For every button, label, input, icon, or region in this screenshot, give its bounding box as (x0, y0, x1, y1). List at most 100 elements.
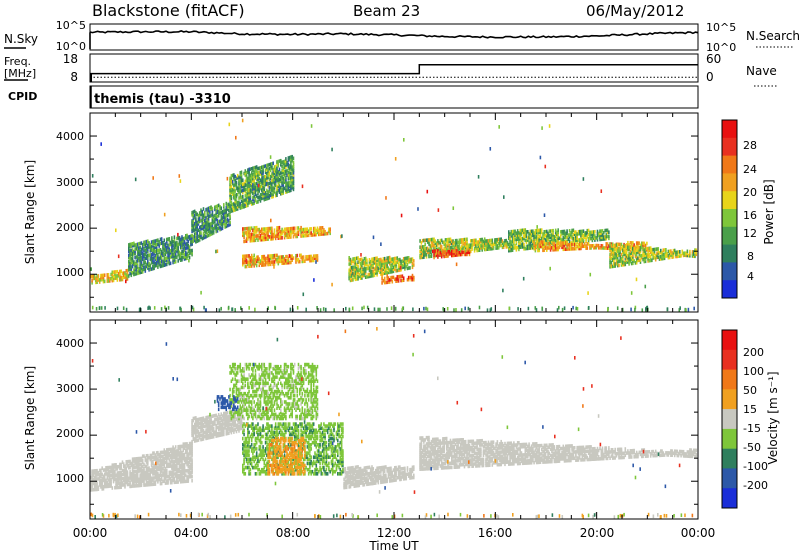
scatter-cell (486, 245, 489, 249)
scatter-cell (190, 238, 192, 243)
scatter-cell (240, 205, 243, 210)
scatter-cell (250, 183, 253, 188)
scatter-cell (276, 162, 278, 166)
scatter-cell (164, 242, 167, 246)
scatter-cell (287, 187, 290, 191)
scatter-cell (254, 307, 256, 312)
scatter-cell (328, 227, 330, 232)
scatter-cell (187, 464, 190, 469)
scatter-cell (193, 228, 196, 232)
scatter-cell (597, 233, 600, 238)
scatter-cell (454, 249, 457, 253)
scatter-cell (191, 235, 193, 240)
scatter-cell (191, 468, 193, 473)
scatter-cell (166, 458, 168, 462)
scatter-cell (385, 262, 387, 267)
scatter-cell (302, 257, 305, 261)
scatter-cell (210, 224, 212, 228)
scatter-cell (174, 472, 177, 476)
scatter-cell (318, 230, 320, 235)
scatter-cell (387, 280, 390, 284)
scatter-cell (112, 463, 115, 467)
scatter-cell (159, 465, 162, 469)
scatter-cell (639, 247, 642, 252)
scatter-cell (679, 250, 681, 254)
scatter-cell (578, 242, 581, 247)
scatter-cell (160, 257, 163, 262)
scatter-cell (376, 266, 378, 271)
scatter-cell (264, 260, 267, 265)
scatter-cell (387, 268, 390, 273)
scatter-cell (220, 223, 223, 227)
scatter-cell (278, 255, 281, 260)
scatter-cell (625, 250, 628, 254)
scatter-cell (255, 263, 258, 268)
scatter-cell (278, 190, 281, 194)
scatter-cell (271, 182, 273, 187)
scatter-cell (290, 157, 292, 161)
scatter-cell (315, 232, 318, 237)
scatter-cell (271, 254, 273, 258)
scatter-cell (133, 471, 135, 476)
scatter-cell (274, 179, 277, 183)
scatter-cell (287, 164, 290, 169)
scatter-cell (160, 237, 163, 241)
scatter-cell (236, 188, 239, 192)
scatter-cell (274, 181, 277, 185)
scatter-cell (186, 246, 188, 250)
scatter-cell (410, 277, 413, 282)
scatter-cell (168, 462, 171, 466)
scatter-cell (257, 255, 259, 259)
scatter-cell (473, 238, 476, 243)
scatter-cell (166, 250, 168, 254)
scatter-cell (226, 176, 229, 181)
scatter-cell (371, 272, 373, 276)
scatter-cell (145, 476, 148, 481)
scatter-cell (255, 177, 258, 182)
scatter-cell (182, 236, 185, 241)
scatter-cell (534, 233, 537, 237)
scatter-cell (396, 260, 399, 264)
scatter-cell (162, 456, 164, 461)
scatter-cell (154, 453, 157, 457)
scatter-cell (271, 232, 273, 237)
scatter-cell (247, 262, 249, 267)
scatter-cell (613, 262, 615, 266)
scatter-cell (561, 243, 563, 247)
scatter-cell (144, 250, 147, 255)
scatter-cell (116, 479, 119, 484)
scatter-cell (153, 241, 155, 246)
scatter-cell (619, 257, 622, 261)
scatter-cell (147, 266, 149, 270)
scatter-cell (159, 262, 162, 267)
scatter-cell (98, 474, 101, 479)
scatter-cell (656, 255, 658, 260)
scatter-cell (447, 250, 449, 254)
scatter-cell (452, 243, 454, 247)
scatter-cell (173, 466, 176, 470)
scatter-cell (174, 253, 177, 258)
scatter-cell (192, 228, 195, 233)
scatter-cell (425, 252, 428, 257)
scatter-cell (152, 476, 154, 480)
scatter-cell (219, 227, 221, 232)
scatter-cell (102, 275, 105, 280)
scatter-cell (628, 251, 630, 256)
scatter-cell (395, 262, 397, 267)
scatter-cell (605, 246, 608, 250)
scatter-cell (267, 231, 269, 235)
scatter-cell (239, 181, 242, 185)
scatter-cell (105, 478, 107, 483)
scatter-cell (394, 261, 396, 265)
scatter-cell (131, 457, 134, 461)
scatter-cell (187, 243, 190, 248)
scatter-cell (253, 226, 255, 230)
scatter-cell (405, 258, 407, 263)
scatter-cell (599, 235, 601, 240)
scatter-cell (679, 306, 681, 310)
scatter-cell (372, 273, 375, 278)
scatter-cell (96, 274, 98, 278)
scatter-cell (138, 477, 140, 482)
scatter-cell (171, 451, 173, 456)
scatter-cell (616, 263, 619, 268)
